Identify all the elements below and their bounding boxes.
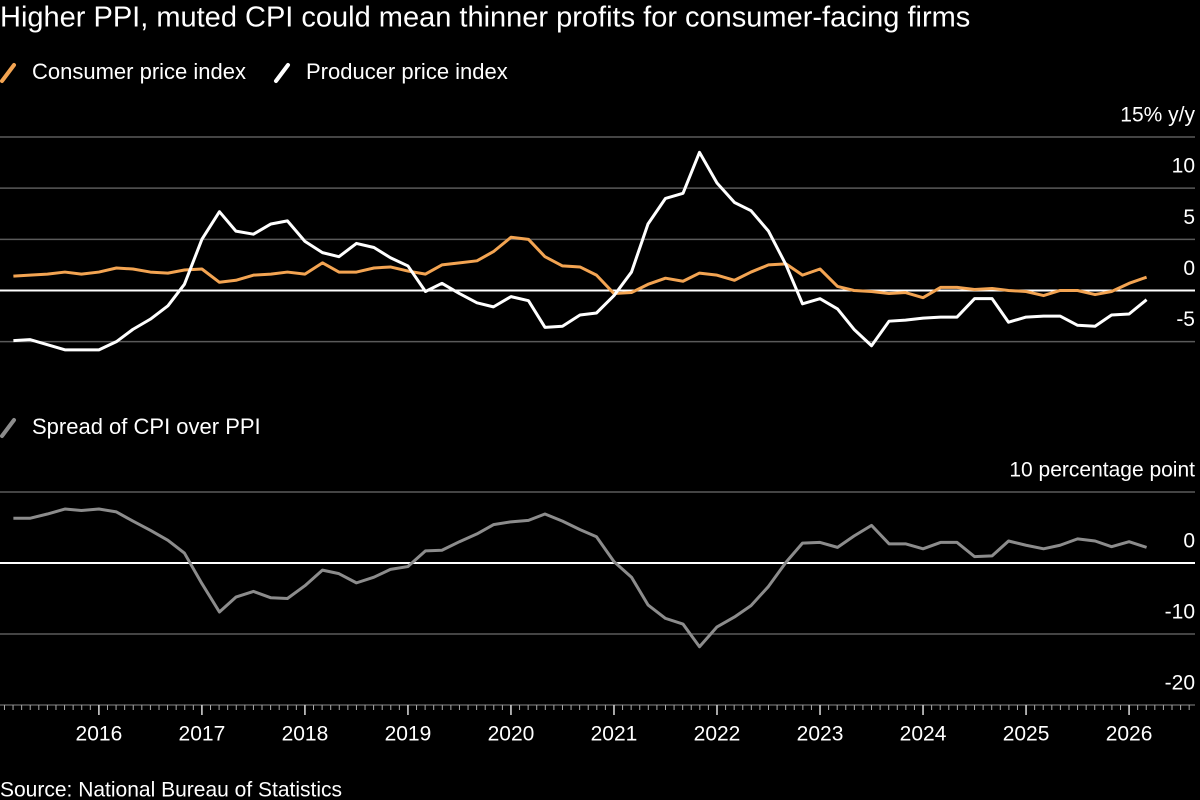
x-tick-label: 2021 [591,723,638,746]
chart-title: Higher PPI, muted CPI could mean thinner… [0,2,970,34]
legend-label: Spread of CPI over PPI [32,414,261,439]
x-tick-label: 2022 [694,723,741,746]
y-tick-label: 0 [1183,530,1195,553]
legend-label: Consumer price index [32,59,246,84]
y-tick-label: 10 percentage point [1009,459,1195,482]
y-tick-label: -5 [1176,308,1195,331]
y-tick-label: 5 [1183,206,1195,229]
y-tick-label: 0 [1183,257,1195,280]
source: Source: National Bureau of Statistics [0,779,342,800]
x-tick-label: 2018 [282,723,329,746]
x-tick-label: 2016 [76,723,123,746]
y-tick-label: -10 [1165,601,1195,624]
x-tick-label: 2026 [1106,723,1153,746]
legend-label: Producer price index [306,59,508,84]
y-tick-label: 10 [1172,155,1195,178]
x-tick-label: 2025 [1003,723,1050,746]
series-line [13,150,1148,352]
series-line [13,235,1148,300]
y-tick-label: 15% y/y [1120,104,1195,127]
legend-swatch [0,418,16,438]
series-line [13,507,1148,649]
legend-swatch [0,63,16,83]
x-tick-label: 2024 [900,723,947,746]
x-tick-label: 2019 [385,723,432,746]
x-tick-label: 2023 [797,723,844,746]
x-tick-label: 2020 [488,723,535,746]
x-tick-label: 2017 [179,723,226,746]
y-tick-label: -20 [1165,672,1195,695]
legend-swatch [273,63,290,83]
